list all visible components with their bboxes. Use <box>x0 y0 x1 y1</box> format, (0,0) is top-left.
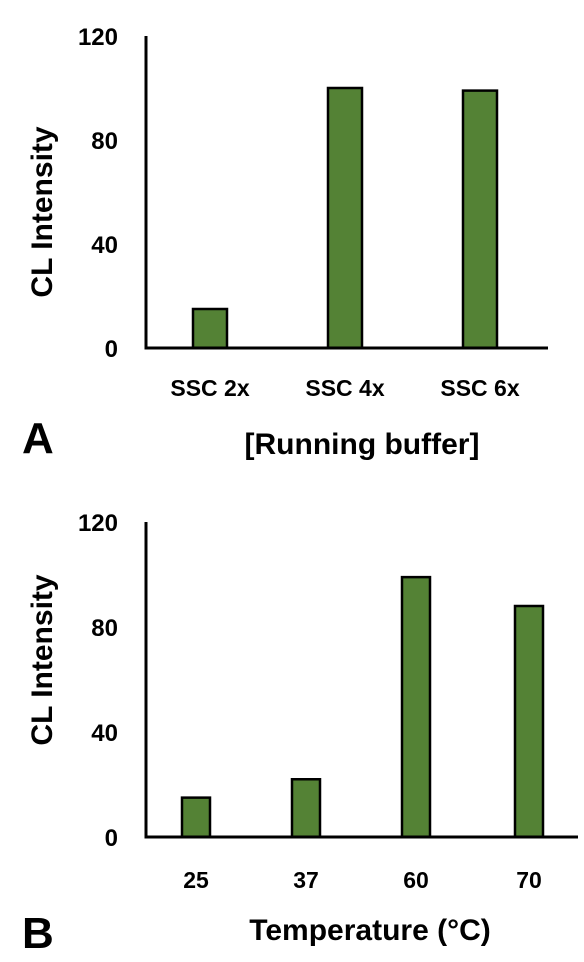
chart-b-bar-2 <box>400 575 432 839</box>
chart-a-bar-1 <box>326 86 364 350</box>
chart-b-xlabel: Temperature (°C) <box>249 914 490 947</box>
chart-b-bar-1 <box>290 778 322 839</box>
chart-b-yticks: 0 40 80 120 <box>78 510 118 852</box>
chart-b-ytick-2: 80 <box>91 615 118 642</box>
chart-a-xtick-2: SSC 6x <box>440 375 519 401</box>
chart-b-ytick-0: 0 <box>105 825 118 852</box>
chart-b-xtick-1: 37 <box>293 867 319 893</box>
chart-a-xtick-1: SSC 4x <box>305 375 384 401</box>
chart-a-ytick-3: 120 <box>78 24 118 51</box>
chart-a-bars <box>191 86 499 350</box>
chart-a-bar-0 <box>191 307 229 350</box>
chart-b-ylabel: CL Intensity <box>26 574 59 745</box>
chart-b-bar-0 <box>180 796 212 839</box>
chart-a-ytick-0: 0 <box>105 336 118 363</box>
chart-a-ylabel: CL Intensity <box>26 126 59 297</box>
chart-b-panel-label: B <box>22 909 54 958</box>
chart-a-ytick-2: 80 <box>91 128 118 155</box>
chart-b-xtick-3: 70 <box>516 867 542 893</box>
chart-a-ytick-1: 40 <box>91 232 118 259</box>
chart-b: CL Intensity 0 40 80 120 25 37 60 70 B Tempera… <box>22 510 578 958</box>
chart-a-panel-label: A <box>22 414 54 463</box>
chart-a-xticks: SSC 2x SSC 4x SSC 6x <box>170 375 519 401</box>
chart-a-xlabel: [Running buffer] <box>245 428 480 461</box>
chart-b-ytick-1: 40 <box>91 720 118 747</box>
chart-a-yticks: 0 40 80 120 <box>78 24 118 363</box>
chart-b-bar-3 <box>513 604 545 839</box>
chart-b-xtick-2: 60 <box>403 867 429 893</box>
chart-b-xtick-0: 25 <box>183 867 209 893</box>
chart-a-bar-2 <box>461 89 499 350</box>
chart-a-xtick-0: SSC 2x <box>170 375 249 401</box>
chart-b-axes <box>144 522 578 839</box>
chart-b-xticks: 25 37 60 70 <box>183 867 542 893</box>
chart-b-bars <box>180 575 545 839</box>
chart-b-ytick-3: 120 <box>78 510 118 537</box>
chart-a: CL Intensity 0 40 80 120 SSC 2x SSC 4x SSC 6x… <box>22 24 548 463</box>
chart-a-axes <box>144 36 548 350</box>
